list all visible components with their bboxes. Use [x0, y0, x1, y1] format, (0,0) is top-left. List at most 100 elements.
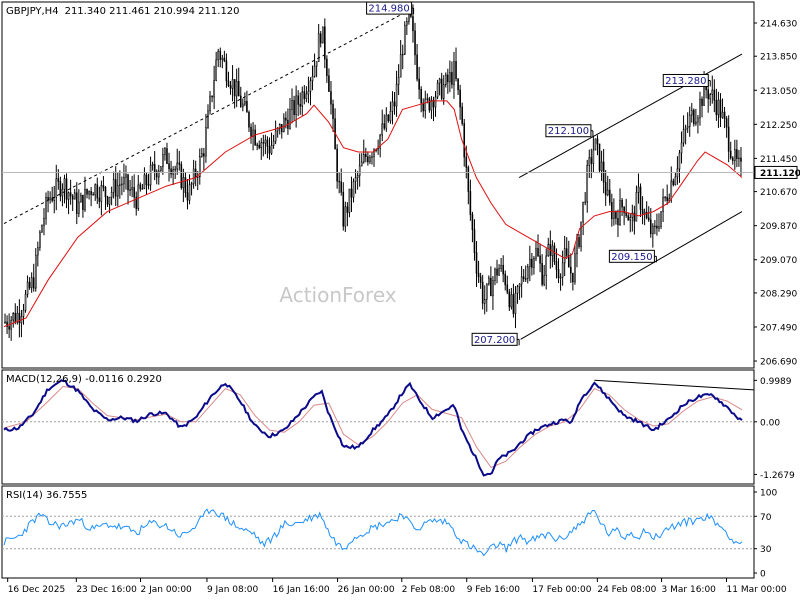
- candle-body: [16, 312, 19, 323]
- candle-body: [539, 255, 541, 264]
- candle-body: [198, 156, 201, 178]
- candle-body: [455, 61, 457, 79]
- candle-body: [449, 72, 451, 83]
- candle-body: [635, 192, 638, 222]
- candle-body: [270, 145, 273, 154]
- candle-body: [301, 91, 304, 107]
- candle-body: [377, 148, 379, 151]
- candle-body: [41, 225, 43, 233]
- candles: [4, 4, 742, 341]
- price-tick-label: 210.670: [760, 188, 797, 198]
- candle-body: [4, 321, 6, 324]
- candle-body: [557, 269, 560, 279]
- candle-body: [731, 157, 734, 161]
- candle-body: [647, 217, 650, 221]
- candle-body: [479, 276, 482, 283]
- candle-body: [123, 176, 125, 185]
- candle-body: [412, 16, 414, 32]
- candle-body: [184, 177, 187, 194]
- candle-body: [387, 114, 390, 122]
- candle-body: [383, 123, 386, 129]
- candle-body: [563, 248, 566, 264]
- annotation-label: 212.100: [548, 126, 589, 137]
- candle-body: [303, 91, 306, 99]
- candle-body: [209, 95, 211, 112]
- candle-body: [39, 231, 41, 248]
- candle-body: [430, 99, 433, 111]
- candle-body: [205, 127, 207, 157]
- candle-body: [717, 99, 720, 116]
- candle-body: [106, 196, 109, 205]
- candle-body: [248, 111, 250, 128]
- candle-body: [459, 89, 461, 108]
- candle-body: [401, 53, 404, 56]
- candle-body: [262, 142, 265, 144]
- candle-body: [278, 124, 281, 129]
- candle-body: [96, 184, 99, 199]
- candle-body: [682, 129, 685, 144]
- macd-indicator: 0.9989 0.00 -1.2679: [2, 377, 795, 481]
- candle-body: [463, 123, 466, 158]
- candle-body: [461, 106, 463, 124]
- candle-body: [274, 130, 277, 142]
- candle-body: [680, 142, 683, 154]
- time-tick-label: 16 Dec 2025: [8, 585, 66, 595]
- candle-body: [729, 150, 732, 159]
- candle-body: [617, 218, 619, 226]
- candle-body: [697, 117, 699, 123]
- candle-body: [291, 100, 293, 110]
- candle-body: [715, 100, 718, 116]
- candle-body: [315, 61, 318, 67]
- candle-body: [295, 95, 297, 115]
- candle-body: [213, 80, 215, 98]
- candle-body: [297, 95, 299, 105]
- candle-body: [637, 186, 640, 193]
- candle-body: [426, 98, 429, 100]
- candle-body: [666, 196, 668, 202]
- candle-body: [494, 268, 496, 281]
- candle-body: [444, 74, 447, 85]
- candle-body: [567, 255, 570, 268]
- candle-body: [623, 206, 625, 214]
- annotation-box: [471, 332, 518, 346]
- candle-body: [621, 200, 623, 208]
- candle-body: [250, 126, 252, 137]
- candle-body: [49, 197, 51, 201]
- candle-body: [418, 78, 420, 90]
- candle-body: [590, 157, 593, 164]
- candle-body: [389, 111, 392, 122]
- candle-body: [492, 280, 494, 297]
- price-annotations: 214.980 213.280 212.100 209.150 207.200: [366, 1, 711, 346]
- candle-body: [283, 117, 285, 133]
- candle-body: [330, 91, 332, 105]
- candle-body: [168, 163, 170, 170]
- candle-body: [676, 168, 679, 178]
- candle-body: [346, 206, 349, 213]
- candle-body: [488, 277, 490, 285]
- candle-body: [110, 191, 113, 198]
- candle-body: [260, 142, 263, 149]
- candle-body: [709, 94, 712, 100]
- candle-body: [112, 179, 115, 193]
- candle-body: [434, 96, 437, 108]
- candle-body: [43, 217, 45, 226]
- candle-body: [266, 139, 269, 147]
- candle-body: [219, 50, 222, 60]
- candle-body: [57, 178, 60, 182]
- candle-body: [725, 118, 728, 128]
- candle-body: [574, 253, 576, 283]
- time-tick-label: 11 Mar 00:00: [727, 585, 787, 595]
- macd-tick-label: -1.2679: [760, 471, 795, 481]
- candle-body: [500, 265, 502, 269]
- candle-body: [104, 186, 107, 198]
- macd-panel-frame: [1, 369, 755, 485]
- candle-body: [578, 237, 580, 247]
- candle-body: [662, 197, 664, 212]
- candle-body: [678, 152, 681, 170]
- candle-body: [192, 168, 195, 185]
- candle-body: [670, 180, 673, 199]
- candle-body: [547, 243, 550, 257]
- candle-body: [365, 154, 367, 158]
- candle-body: [406, 21, 408, 26]
